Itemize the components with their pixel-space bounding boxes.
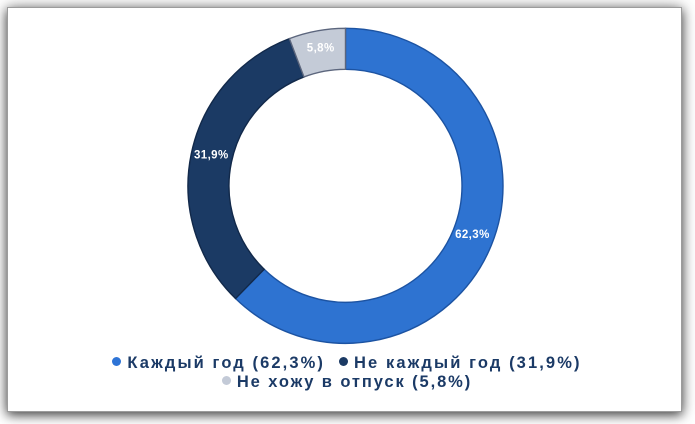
svg-text:31,9%: 31,9%	[194, 150, 229, 162]
svg-text:62,3%: 62,3%	[455, 229, 490, 241]
svg-text:5,8%: 5,8%	[307, 43, 335, 55]
